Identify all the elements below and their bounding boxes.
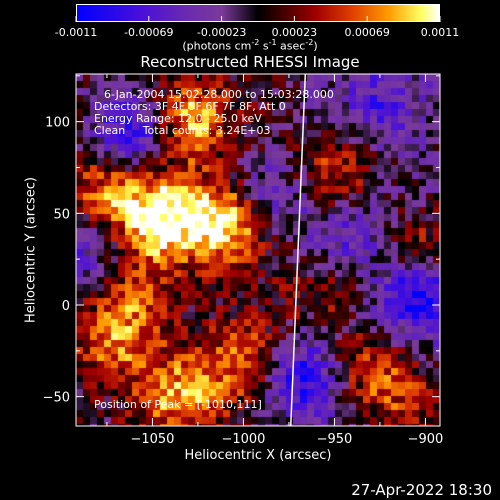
annotation-line: Detectors: 3F 4F 5F 6F 7F 8F, Att 0 xyxy=(94,100,286,113)
x-tick-label: −1000 xyxy=(221,432,265,447)
y-tick-label: 0 xyxy=(62,299,70,314)
y-tick-label: −50 xyxy=(43,391,70,406)
colorbar-tick-label: 0.00023 xyxy=(272,26,318,39)
x-tick-label: −1050 xyxy=(130,432,174,447)
plot-frame xyxy=(75,73,441,427)
colorbar-gradient xyxy=(76,4,440,22)
x-tick-label: −900 xyxy=(408,432,444,447)
peak-position-label: Position of Peak = [-1010,111] xyxy=(94,398,262,411)
x-axis-label: Heliocentric X (arcsec) xyxy=(184,448,332,463)
heatmap-plot-area xyxy=(76,74,440,426)
colorbar-unit-label: (photons cm-2 s-1 asec-2) xyxy=(182,38,318,53)
heatmap-canvas xyxy=(76,74,440,426)
colorbar-tick-label: -0.0011 xyxy=(55,26,97,39)
chart-title: Reconstructed RHESSI Image xyxy=(140,53,360,71)
y-tick-label: 100 xyxy=(45,116,70,131)
annotation-line: 6-Jan-2004 15:02:28.000 to 15:03:28.000 xyxy=(104,88,334,101)
solar-limb-line xyxy=(290,73,307,427)
y-axis-label: Heliocentric Y (arcsec) xyxy=(23,177,39,323)
colorbar-tick-label: -0.00023 xyxy=(197,26,246,39)
colorbar-tick-label: 0.0011 xyxy=(421,26,460,39)
annotation-line: Clean Total counts: 3.24E+03 xyxy=(94,124,271,137)
colorbar-tick-label: 0.00069 xyxy=(344,26,390,39)
annotation-line: Energy Range: 12.0 - 25.0 keV xyxy=(94,112,262,125)
colorbar-axis: -0.0011 -0.00069 -0.00023 0.00023 0.00069 0.0… xyxy=(55,16,460,39)
footer-timestamp: 27-Apr-2022 18:30 xyxy=(351,481,492,499)
x-tick-label: −950 xyxy=(317,432,353,447)
y-tick-label: 50 xyxy=(53,207,70,222)
colorbar-tick-label: -0.00069 xyxy=(124,26,173,39)
